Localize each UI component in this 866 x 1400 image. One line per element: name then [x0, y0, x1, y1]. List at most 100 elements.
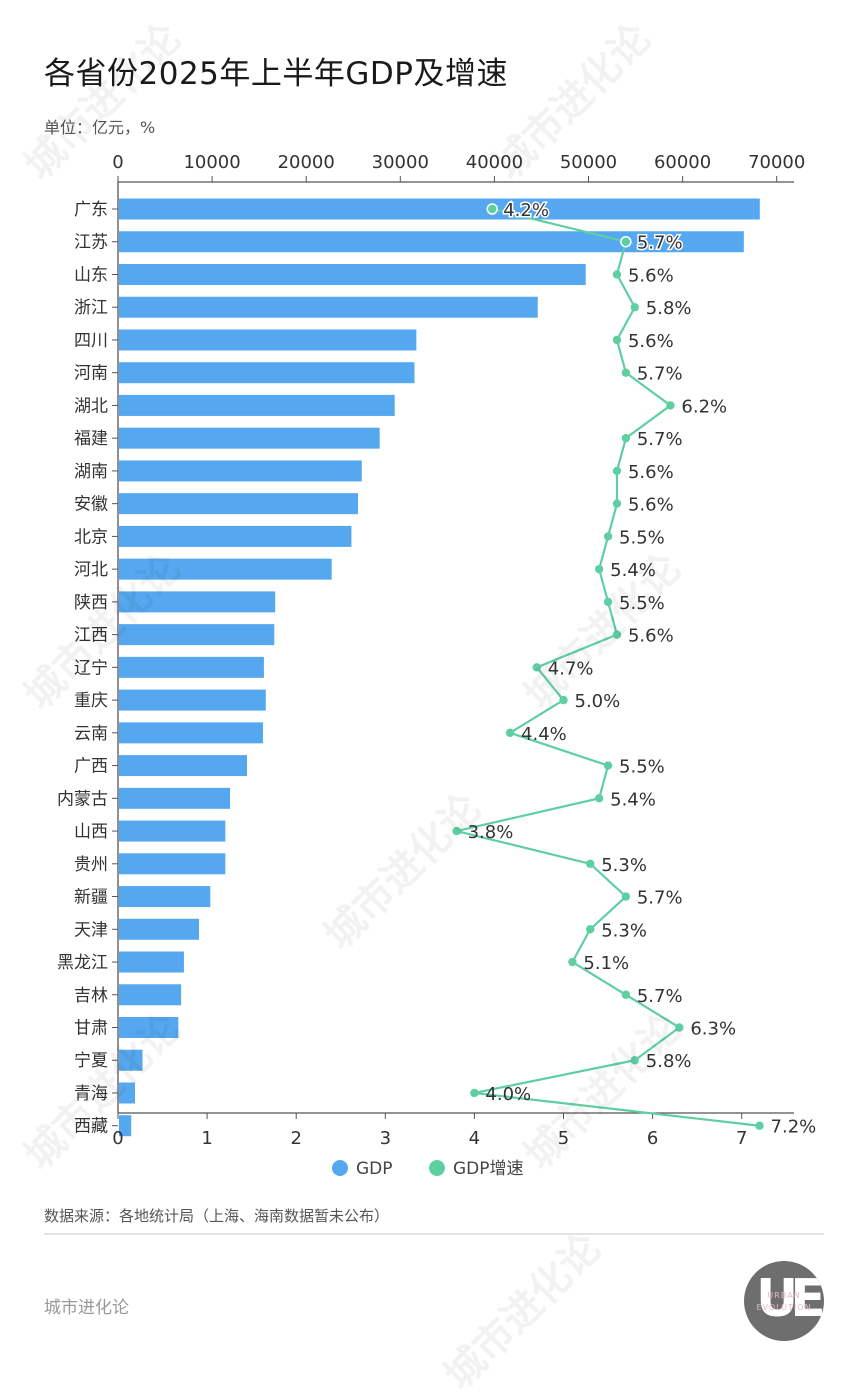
gdp-bar [119, 1115, 132, 1137]
growth-value-label: 4.4% [521, 724, 567, 745]
logo-mark: UE [756, 1269, 824, 1329]
top-axis-tick-label: 70000 [748, 152, 805, 173]
gdp-bar [119, 460, 362, 482]
gdp-bar [119, 198, 760, 220]
bottom-axis-tick-label: 2 [290, 1128, 301, 1149]
category-label: 云南 [74, 724, 108, 744]
growth-point [594, 794, 604, 803]
gdp-bar [119, 525, 352, 547]
category-label: 重庆 [74, 691, 108, 711]
growth-value-label: 5.8% [646, 298, 692, 319]
growth-point [620, 235, 632, 248]
bottom-axis-tick-label: 4 [469, 1128, 480, 1149]
growth-value-label: 5.4% [610, 560, 656, 581]
top-axis-tick-label: 40000 [466, 152, 523, 173]
growth-value-label: 5.7% [637, 888, 683, 909]
legend-growth-label: GDP增速 [453, 1159, 524, 1179]
top-axis-tick-label: 60000 [654, 152, 711, 173]
category-label: 福建 [74, 429, 108, 449]
category-label: 甘肃 [74, 1019, 108, 1039]
gdp-bar [119, 689, 266, 711]
bottom-axis-tick-label: 7 [736, 1128, 747, 1149]
top-axis-tick-label: 30000 [372, 152, 429, 173]
gdp-bar [119, 231, 744, 253]
growth-value-label: 5.8% [646, 1051, 692, 1072]
growth-point [621, 368, 631, 377]
growth-value-label: 4.2% [503, 200, 549, 221]
top-axis-tick-label: 50000 [560, 152, 617, 173]
top-axis-tick-label: 20000 [278, 152, 335, 173]
growth-point [603, 597, 613, 607]
growth-point [630, 303, 639, 312]
growth-point [586, 859, 595, 868]
gdp-bar [119, 820, 226, 842]
category-label: 内蒙古 [57, 789, 108, 809]
growth-value-label: 5.5% [619, 527, 665, 548]
growth-point [486, 203, 498, 215]
growth-value-label: 5.7% [637, 364, 683, 385]
growth-value-label: 3.8% [468, 822, 514, 843]
growth-value-label: 7.2% [771, 1117, 817, 1138]
growth-value-label: 5.7% [637, 233, 683, 254]
category-label: 天津 [74, 920, 108, 940]
top-axis-tick-label: 0 [112, 152, 123, 173]
growth-point [505, 728, 515, 738]
growth-point [621, 892, 631, 901]
legend-gdp-icon [332, 1160, 348, 1176]
gdp-bar [119, 493, 359, 515]
bottom-axis-tick-label: 6 [647, 1128, 658, 1149]
logo-sub-1: URBAN [767, 1291, 801, 1300]
brand-logo: UE URBAN EVOLUTION [744, 1261, 824, 1341]
category-label: 湖南 [74, 462, 108, 482]
growth-value-label: 5.3% [601, 920, 647, 941]
growth-value-label: 5.0% [575, 691, 621, 712]
category-label: 河南 [74, 364, 108, 384]
growth-point [675, 1023, 684, 1032]
gdp-bar [119, 787, 231, 809]
growth-line [455, 207, 760, 1127]
data-source: 数据来源：各地统计局（上海、海南数据暂未公布） [44, 1207, 390, 1225]
category-label: 河北 [74, 560, 108, 580]
gdp-bar [119, 755, 247, 777]
gdp-bar [119, 1082, 135, 1104]
gdp-bar [119, 329, 417, 351]
gdp-chart: 0 10000 20000 30000 40000 50000 60000 70000 广东江苏… [57, 152, 817, 1179]
growth-point [621, 433, 631, 443]
gdp-bar [119, 624, 275, 646]
category-label: 广西 [74, 757, 108, 777]
growth-point [532, 663, 541, 672]
top-axis-tick-label: 10000 [183, 152, 240, 173]
category-label: 四川 [74, 331, 108, 351]
growth-value-label: 5.6% [628, 265, 674, 286]
growth-point [559, 695, 568, 705]
growth-value-label: 5.1% [583, 953, 629, 974]
growth-value-label: 5.6% [628, 495, 674, 516]
category-label: 辽宁 [74, 658, 108, 678]
bottom-axis-tick-label: 0 [112, 1128, 123, 1149]
growth-value-label: 5.3% [601, 855, 647, 876]
growth-point [568, 957, 577, 967]
category-label: 山东 [74, 265, 108, 285]
growth-point [603, 761, 613, 770]
gdp-bar [119, 362, 415, 384]
growth-point [755, 1121, 764, 1130]
legend-growth-icon [429, 1160, 445, 1176]
gdp-bar [119, 886, 211, 908]
growth-value-label: 5.5% [619, 757, 665, 778]
growth-point [452, 826, 461, 836]
gdp-bar [119, 656, 264, 678]
growth-point [666, 401, 675, 410]
gdp-bar [119, 951, 184, 973]
category-label: 青海 [74, 1084, 108, 1104]
growth-point [586, 925, 595, 934]
gdp-bar [119, 1017, 179, 1038]
growth-value-label: 4.0% [485, 1084, 531, 1105]
growth-point [612, 466, 622, 476]
growth-point [612, 335, 622, 345]
category-label: 湖北 [74, 396, 108, 416]
growth-point [470, 1088, 479, 1098]
category-label: 吉林 [74, 986, 108, 1006]
category-label: 黑龙江 [57, 953, 108, 973]
gdp-bar [119, 427, 380, 449]
growth-point [612, 270, 622, 279]
